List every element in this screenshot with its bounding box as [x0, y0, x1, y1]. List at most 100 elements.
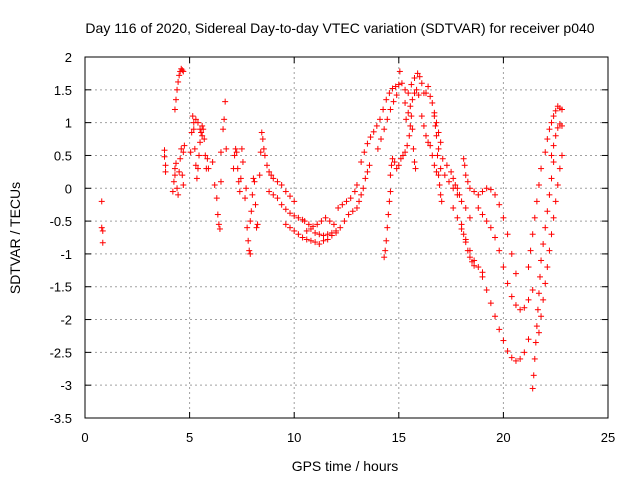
data-point — [550, 214, 557, 221]
y-tick-label: 0.5 — [54, 148, 72, 163]
data-point — [179, 172, 186, 179]
data-point — [475, 204, 482, 211]
data-point — [214, 211, 221, 218]
data-point — [378, 136, 385, 143]
data-point — [500, 264, 507, 271]
data-point — [496, 247, 503, 254]
data-point — [395, 162, 402, 169]
data-point — [367, 134, 374, 141]
data-point — [211, 181, 218, 188]
data-point — [204, 155, 211, 162]
data-point — [418, 113, 425, 120]
data-point — [462, 236, 469, 243]
data-point — [383, 96, 390, 103]
data-point — [223, 145, 230, 152]
data-point — [408, 81, 415, 88]
data-point — [533, 198, 540, 205]
data-point — [418, 80, 425, 87]
data-point — [248, 208, 255, 215]
data-point — [409, 126, 416, 133]
data-point — [548, 175, 555, 182]
data-point — [475, 191, 482, 198]
data-point — [405, 109, 412, 116]
data-point — [479, 188, 486, 195]
y-tick-labels: 2 1.5 1 0.5 0 -0.5 -1 -1.5 -2 -2.5 -3 -3.5 — [50, 50, 72, 426]
data-point — [530, 372, 537, 379]
data-point — [407, 122, 414, 129]
x-axis-title: GPS time / hours — [292, 458, 399, 474]
data-point — [187, 149, 194, 156]
data-point — [370, 128, 377, 135]
data-point — [196, 152, 203, 159]
data-point — [544, 208, 551, 215]
data-point — [162, 162, 169, 169]
data-point — [461, 162, 468, 169]
data-point — [351, 188, 358, 195]
data-point — [431, 162, 438, 169]
x-tick-label: 25 — [601, 430, 615, 445]
data-point — [436, 181, 443, 188]
data-point — [376, 116, 383, 123]
data-point — [487, 186, 494, 193]
data-point — [525, 296, 532, 303]
data-point — [395, 81, 402, 88]
data-point — [282, 206, 289, 213]
data-point — [396, 68, 403, 75]
data-point — [245, 237, 252, 244]
data-point — [410, 145, 417, 152]
chart-title: Day 116 of 2020, Sidereal Day-to-day VTE… — [85, 20, 594, 36]
data-point — [260, 145, 267, 152]
data-point — [193, 175, 200, 182]
data-point — [550, 113, 557, 120]
data-point — [458, 225, 465, 232]
data-point — [466, 214, 473, 221]
y-tick-label: -3.5 — [50, 411, 72, 426]
data-point — [483, 287, 490, 294]
data-point — [330, 221, 337, 228]
x-tick-label: 5 — [186, 430, 193, 445]
data-point — [409, 96, 416, 103]
data-point — [173, 96, 180, 103]
data-point — [389, 155, 396, 162]
data-point — [537, 273, 544, 280]
data-point — [471, 262, 478, 269]
data-point — [216, 225, 223, 232]
data-point — [521, 349, 528, 356]
data-point — [179, 67, 186, 74]
data-point — [521, 304, 528, 311]
data-point — [443, 162, 450, 169]
data-point — [387, 188, 394, 195]
data-point — [508, 293, 515, 300]
data-point — [438, 198, 445, 205]
data-point — [295, 231, 302, 238]
data-point — [287, 193, 294, 200]
data-point — [554, 124, 561, 131]
data-point — [364, 140, 371, 147]
data-point — [278, 201, 285, 208]
data-point — [180, 149, 187, 156]
data-point — [527, 247, 534, 254]
data-point — [194, 119, 201, 126]
data-point — [98, 198, 105, 205]
data-point — [407, 103, 414, 110]
data-point — [433, 132, 440, 139]
data-point — [504, 280, 511, 287]
data-point — [326, 218, 333, 225]
data-point — [307, 225, 314, 232]
data-point — [454, 191, 461, 198]
data-point — [318, 218, 325, 225]
data-point — [320, 232, 327, 239]
data-point — [412, 165, 419, 172]
y-tick-label: -0.5 — [50, 214, 72, 229]
data-point — [180, 181, 187, 188]
data-point — [435, 145, 442, 152]
data-point — [364, 168, 371, 175]
data-point — [413, 86, 420, 93]
data-point — [435, 129, 442, 136]
data-point — [324, 231, 331, 238]
data-point — [295, 214, 302, 221]
data-point — [250, 175, 257, 182]
data-point — [483, 185, 490, 192]
data-point — [432, 122, 439, 129]
